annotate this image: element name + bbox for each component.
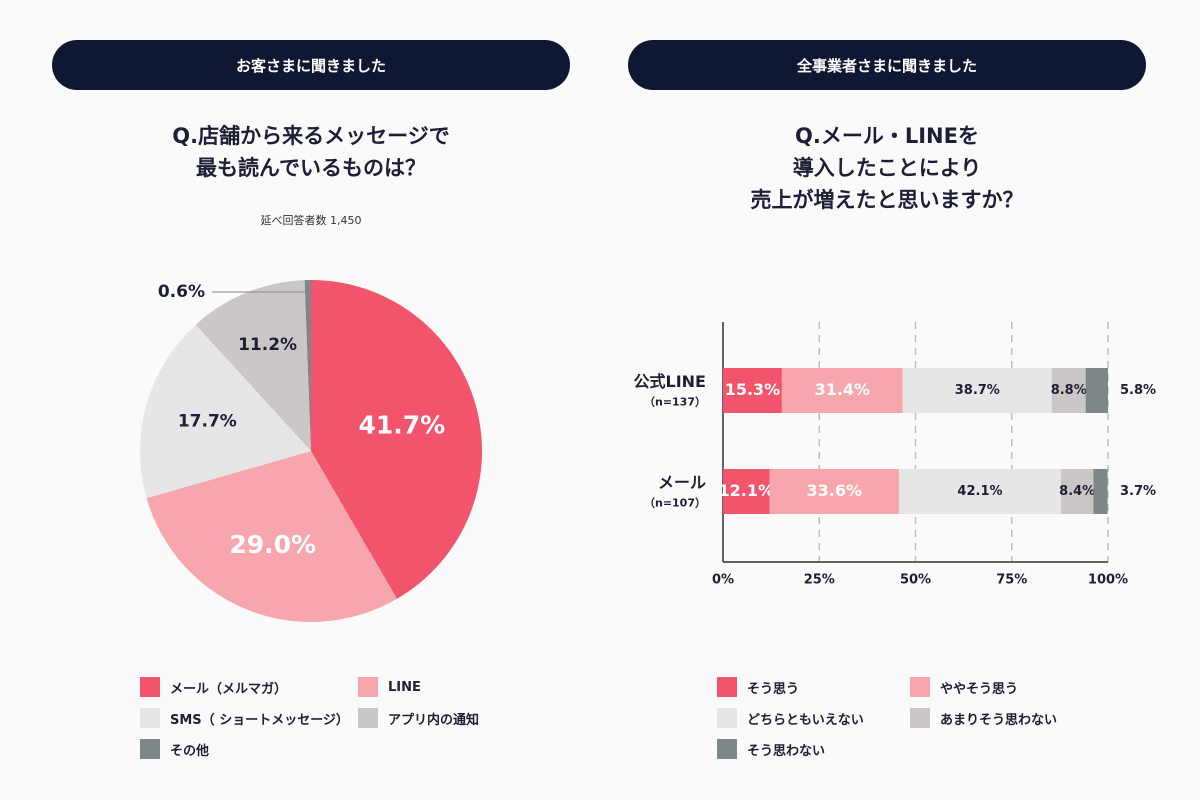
legend-item-neutral: どちらともいえない <box>717 708 864 728</box>
stacked-bar-chart: 0% 25% 50% 75% 100% 公式LINE （n=137） 15.3% 31.4% 38… <box>634 322 1156 588</box>
legend-swatch-somewhat-disagree <box>910 708 930 728</box>
legend-swatch-sms <box>140 708 160 728</box>
legend-swatch-mail <box>140 677 160 697</box>
pie-chart: 41.7% 29.0% 17.7% 11.2% 0.6% <box>140 280 483 622</box>
bar-label-line-somewhat-disagree: 8.8% <box>1051 383 1087 398</box>
pie-label-line: 29.0% <box>229 530 316 559</box>
legend-label-mail: メール（メルマガ） <box>170 681 288 697</box>
legend-swatch-disagree <box>717 739 737 759</box>
bar-seg-mail-agree <box>723 469 770 514</box>
legend-label-sms: SMS（ ショートメッセージ） <box>170 712 349 728</box>
legend-swatch-line <box>358 677 378 697</box>
bar-label-mail-neutral: 42.1% <box>957 484 1002 499</box>
bar-seg-line-somewhat-disagree <box>1051 368 1086 413</box>
pie-label-sms: 17.7% <box>178 412 237 432</box>
legend-label-line: LINE <box>388 679 421 695</box>
bar-seg-line-neutral <box>902 368 1052 413</box>
category-label-mail: メール <box>658 473 706 492</box>
bar-label-mail-somewhat-agree: 33.6% <box>807 481 863 500</box>
pie-slice-sms <box>140 324 311 499</box>
legend-swatch-app <box>358 708 378 728</box>
bar-seg-line-agree <box>723 368 782 413</box>
legend-swatch-other <box>140 739 160 759</box>
bar-label-line-disagree: 5.8% <box>1120 383 1156 398</box>
legend-item-agree: そう思う <box>717 677 799 697</box>
bar-seg-line-somewhat-agree <box>781 368 903 413</box>
category-n-mail: （n=107） <box>644 497 706 510</box>
legend-label-agree: そう思う <box>747 681 800 697</box>
pie-label-mail: 41.7% <box>358 411 445 440</box>
legend-swatch-agree <box>717 677 737 697</box>
right-title-line2: 導入したことにより <box>792 156 982 180</box>
bar-label-line-agree: 15.3% <box>725 380 781 399</box>
legend-label-app: アプリ内の通知 <box>388 712 480 728</box>
bar-seg-mail-neutral <box>898 469 1062 514</box>
category-label-line: 公式LINE <box>634 372 706 391</box>
pie-slice-mail <box>311 280 483 599</box>
legend-item-other: その他 <box>140 739 209 759</box>
legend-item-somewhat-agree: ややそう思う <box>910 677 1018 697</box>
left-panel-header: お客さまに聞きました <box>52 40 570 90</box>
x-tick-label: 100% <box>1088 573 1128 588</box>
respondent-count: 延べ回答者数 1,450 <box>260 214 362 227</box>
bar-seg-mail-disagree <box>1093 469 1108 514</box>
legend-label-disagree: そう思わない <box>747 743 826 759</box>
legend-swatch-neutral <box>717 708 737 728</box>
pie-slice-other <box>304 280 311 451</box>
x-tick-label: 75% <box>996 573 1027 588</box>
pie-label-app: 11.2% <box>238 335 297 355</box>
bar-label-mail-somewhat-disagree: 8.4% <box>1059 484 1095 499</box>
legend-item-sms: SMS（ ショートメッセージ） <box>140 708 349 728</box>
bar-label-line-somewhat-agree: 31.4% <box>815 380 871 399</box>
legend-item-line: LINE <box>358 677 421 697</box>
x-tick-label: 50% <box>900 573 931 588</box>
legend-item-app: アプリ内の通知 <box>358 708 479 728</box>
bar-seg-line-disagree <box>1085 368 1108 413</box>
bar-label-mail-disagree: 3.7% <box>1120 484 1156 499</box>
left-title-line1: Q.店舗から来るメッセージで <box>172 124 450 148</box>
legend-item-somewhat-disagree: あまりそう思わない <box>910 708 1057 728</box>
legend-label-other: その他 <box>170 743 210 759</box>
bar-label-line-neutral: 38.7% <box>955 383 1000 398</box>
right-title-line3: 売上が増えたと思いますか？ <box>750 188 1024 212</box>
right-question-title: Q.メール・LINEを 導入したことにより 売上が増えたと思いますか？ <box>628 120 1146 216</box>
legend-item-mail: メール（メルマガ） <box>140 677 287 697</box>
legend-label-somewhat-agree: ややそう思う <box>940 681 1019 697</box>
legend-label-neutral: どちらともいえない <box>747 712 864 728</box>
pie-label-other: 0.6% <box>158 282 205 302</box>
pie-slice-line <box>146 451 397 622</box>
left-header-text: お客さまに聞きました <box>235 56 386 75</box>
right-panel-header: 全事業者さまに聞きました <box>628 40 1146 90</box>
category-n-line: （n=137） <box>644 396 706 409</box>
bar-seg-mail-somewhat-agree <box>769 469 899 514</box>
pie-slice-app <box>195 280 311 451</box>
right-header-text: 全事業者さまに聞きました <box>796 56 977 75</box>
x-tick-label: 25% <box>804 573 835 588</box>
x-tick-label: 0% <box>712 573 734 588</box>
legend-label-somewhat-disagree: あまりそう思わない <box>940 712 1058 728</box>
left-title-line2: 最も読んでいるものは？ <box>196 156 426 180</box>
legend-item-disagree: そう思わない <box>717 739 825 759</box>
right-title-line1: Q.メール・LINEを <box>795 124 979 148</box>
bar-seg-mail-somewhat-disagree <box>1061 469 1094 514</box>
legend-swatch-somewhat-agree <box>910 677 930 697</box>
left-question-title: Q.店舗から来るメッセージで 最も読んでいるものは？ <box>52 120 570 184</box>
bar-label-mail-agree: 12.1% <box>719 481 775 500</box>
